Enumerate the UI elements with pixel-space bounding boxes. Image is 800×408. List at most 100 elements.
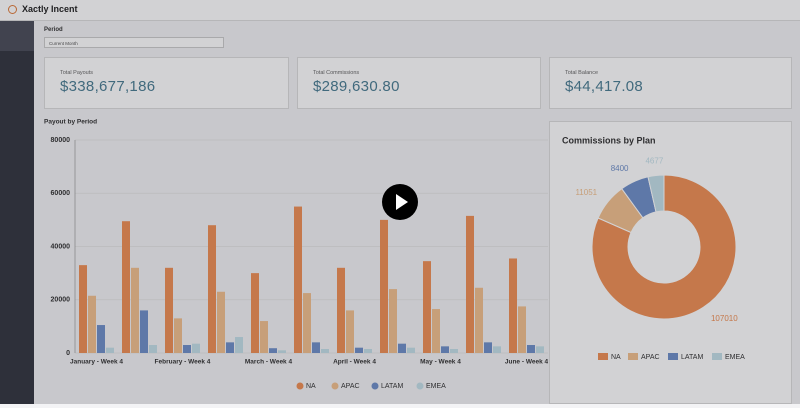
bar bbox=[208, 225, 216, 353]
sidebar-item[interactable] bbox=[0, 21, 34, 51]
x-tick-label: January - Week 4 bbox=[70, 359, 123, 366]
kpi-card: Total Balance $44,417.08 bbox=[549, 57, 792, 109]
bar bbox=[321, 349, 329, 353]
legend-label: LATAM bbox=[681, 354, 703, 361]
bar bbox=[407, 347, 415, 353]
chart-title: Commissions by Plan bbox=[562, 135, 656, 145]
bar bbox=[149, 345, 157, 353]
kpi-label: Total Payouts bbox=[60, 70, 94, 76]
x-tick-label: April - Week 4 bbox=[333, 359, 376, 366]
bar bbox=[509, 258, 517, 353]
bar bbox=[269, 348, 277, 353]
bar bbox=[183, 345, 191, 353]
bar bbox=[278, 350, 286, 353]
bar bbox=[122, 221, 130, 353]
y-tick-label: 0 bbox=[66, 350, 70, 357]
legend-label: NA bbox=[611, 354, 621, 361]
chart-title: Payout by Period bbox=[44, 119, 97, 126]
bar bbox=[260, 321, 268, 353]
kpi-card: Total Commissions $289,630.80 bbox=[297, 57, 541, 109]
bar bbox=[174, 318, 182, 353]
kpi-value: $289,630.80 bbox=[313, 78, 400, 95]
bar bbox=[251, 273, 259, 353]
bar bbox=[423, 261, 431, 353]
header bbox=[0, 0, 800, 21]
bar bbox=[235, 337, 243, 353]
bar bbox=[518, 306, 526, 353]
legend-label: EMEA bbox=[426, 383, 446, 390]
data-label: 8400 bbox=[611, 164, 629, 173]
y-tick-label: 20000 bbox=[51, 297, 71, 304]
kpi-value: $338,677,186 bbox=[60, 78, 156, 95]
bar bbox=[432, 309, 440, 353]
brand: Xactly Incent bbox=[22, 4, 78, 14]
bar bbox=[441, 346, 449, 353]
legend-label: LATAM bbox=[381, 383, 403, 390]
bar bbox=[450, 349, 458, 353]
x-tick-label: May - Week 4 bbox=[420, 359, 461, 366]
bar bbox=[346, 310, 354, 353]
bar bbox=[165, 267, 173, 353]
period-select[interactable]: Current Month bbox=[44, 37, 224, 48]
bar bbox=[527, 345, 535, 353]
y-tick-label: 80000 bbox=[51, 137, 71, 144]
legend-swatch bbox=[371, 382, 379, 390]
donut-slice bbox=[647, 174, 665, 213]
kpi-label: Total Balance bbox=[565, 70, 599, 76]
bar bbox=[398, 343, 406, 353]
bar bbox=[226, 342, 234, 353]
bar bbox=[337, 267, 345, 353]
sidebar bbox=[0, 21, 34, 404]
play-button[interactable] bbox=[382, 184, 418, 220]
bar bbox=[484, 342, 492, 353]
x-tick-label: March - Week 4 bbox=[245, 359, 293, 366]
bar bbox=[466, 215, 474, 353]
legend-swatch bbox=[628, 353, 638, 360]
data-label: 4677 bbox=[645, 157, 663, 166]
legend-label: APAC bbox=[341, 383, 360, 390]
x-tick-label: February - Week 4 bbox=[155, 359, 211, 366]
bar bbox=[536, 346, 544, 353]
play-icon bbox=[396, 194, 408, 210]
legend-label: APAC bbox=[641, 354, 660, 361]
logo bbox=[8, 5, 17, 14]
x-tick-label: June - Week 4 bbox=[505, 359, 548, 366]
legend-swatch bbox=[712, 353, 722, 360]
bar bbox=[192, 343, 200, 353]
bar bbox=[364, 349, 372, 353]
bar bbox=[131, 267, 139, 353]
bar bbox=[303, 293, 311, 353]
bar bbox=[79, 265, 87, 353]
kpi-label: Total Commissions bbox=[313, 70, 360, 76]
bar bbox=[355, 347, 363, 353]
legend-swatch bbox=[598, 353, 608, 360]
bar bbox=[106, 347, 114, 353]
data-label: 11051 bbox=[575, 188, 597, 197]
bar-chart: Payout by Period 0 20000 40000 60000 80000 Ja… bbox=[44, 119, 548, 390]
bar bbox=[475, 287, 483, 353]
y-tick-label: 40000 bbox=[51, 243, 71, 250]
bar bbox=[217, 291, 225, 353]
bar bbox=[389, 289, 397, 353]
bar bbox=[312, 342, 320, 353]
kpi-card: Total Payouts $338,677,186 bbox=[44, 57, 289, 109]
legend-swatch bbox=[331, 382, 339, 390]
bar bbox=[294, 206, 302, 353]
legend-swatch bbox=[296, 382, 304, 390]
period-label: Period bbox=[44, 27, 63, 33]
bar bbox=[88, 295, 96, 353]
legend-swatch bbox=[416, 382, 424, 390]
bar bbox=[493, 346, 501, 353]
bar bbox=[380, 219, 388, 353]
y-tick-label: 60000 bbox=[51, 190, 71, 197]
donut-chart: Commissions by Plan 107010 11051 8400 4677 N… bbox=[562, 135, 745, 361]
legend-label: NA bbox=[306, 383, 316, 390]
data-label: 107010 bbox=[711, 314, 738, 323]
bar bbox=[97, 325, 105, 353]
donut-card: Commissions by Plan 107010 11051 8400 4677 N… bbox=[549, 121, 792, 404]
legend-swatch bbox=[668, 353, 678, 360]
bar bbox=[140, 310, 148, 353]
kpi-value: $44,417.08 bbox=[565, 78, 644, 95]
donut-slice bbox=[591, 174, 737, 320]
